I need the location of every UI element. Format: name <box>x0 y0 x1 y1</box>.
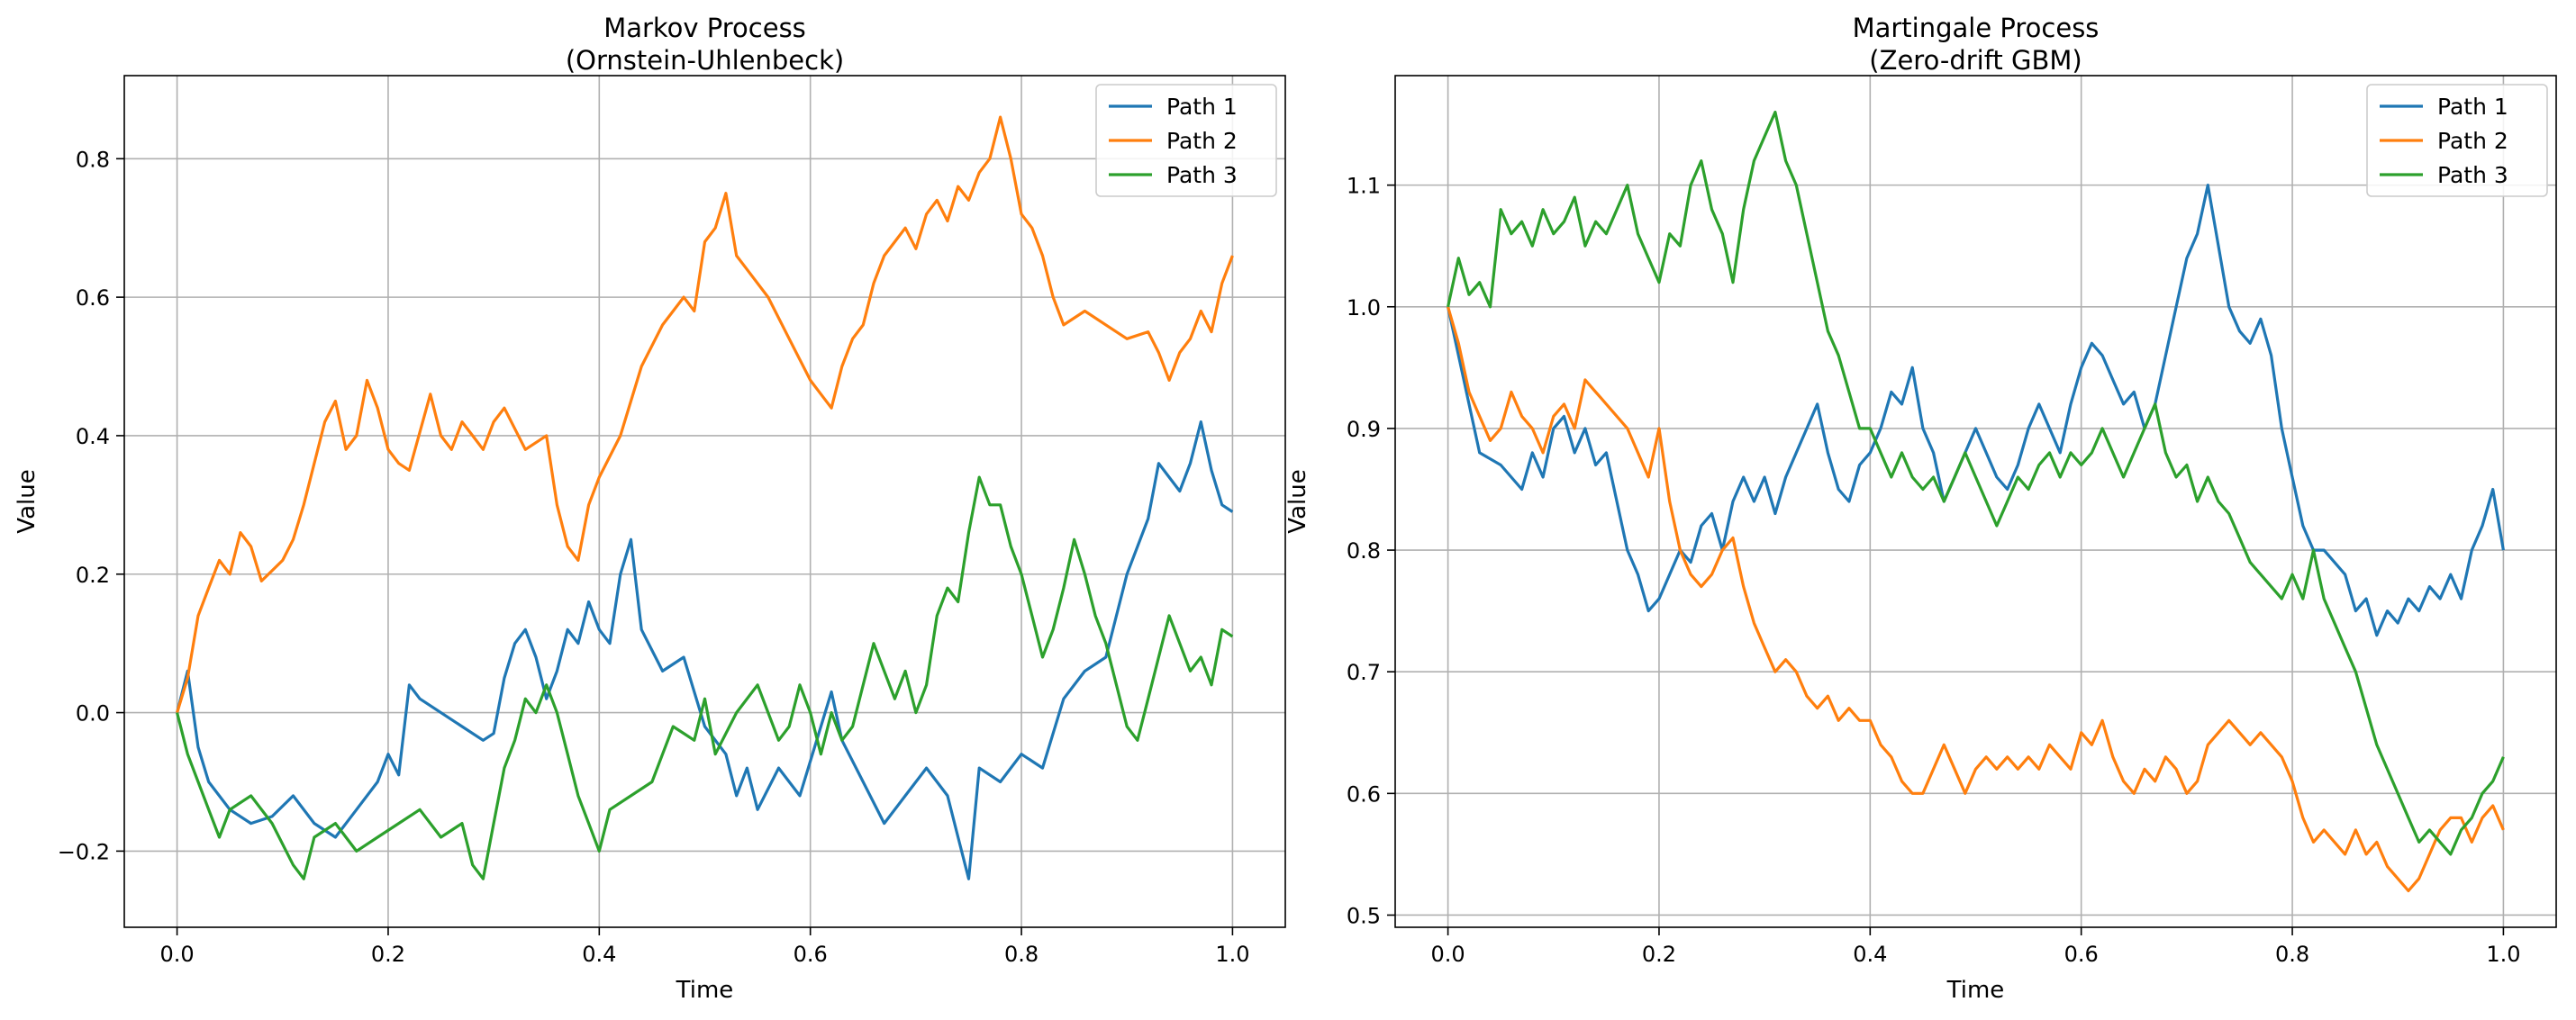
legend-label: Path 3 <box>1166 162 1238 188</box>
legend-label: Path 1 <box>1166 94 1238 120</box>
y-tick-label: 0.8 <box>76 147 110 172</box>
y-tick-label: 0.9 <box>1347 417 1381 442</box>
x-tick-label: 0.6 <box>2064 942 2099 967</box>
y-tick-label: 0.8 <box>1347 538 1381 564</box>
x-axis-label: Time <box>676 977 734 1004</box>
y-tick-label: 0.5 <box>1347 903 1381 928</box>
chart-panel-markov: Markov Process (Ornstein-Uhlenbeck) Time… <box>14 13 1286 1004</box>
legend-label: Path 1 <box>2437 94 2508 120</box>
x-tick-label: 0.4 <box>1853 942 1887 967</box>
legend-frame <box>1095 84 1277 197</box>
series-line-3 <box>1447 110 2505 856</box>
legend-frame <box>2366 84 2548 197</box>
y-axis-label: Value <box>14 469 41 533</box>
x-tick-label: 1.0 <box>1215 942 1249 967</box>
y-tick-label: −0.2 <box>58 839 110 864</box>
series-group <box>1447 110 2505 893</box>
x-tick-label: 0.8 <box>2275 942 2309 967</box>
series-line-1 <box>176 420 1234 880</box>
x-tick-label: 0.4 <box>582 942 616 967</box>
legend-label: Path 2 <box>1166 128 1238 154</box>
chart-panel-martingale: Martingale Process (Zero-drift GBM) Time… <box>1284 13 2557 1004</box>
chart-subtitle: (Zero-drift GBM) <box>1869 45 2082 76</box>
legend-label: Path 3 <box>2437 162 2508 188</box>
y-tick-label: 0.4 <box>76 424 110 449</box>
x-tick-label: 0.8 <box>1004 942 1039 967</box>
y-tick-label: 1.0 <box>1347 295 1381 320</box>
y-tick-label: 0.7 <box>1347 660 1381 685</box>
x-tick-label: 1.0 <box>2486 942 2520 967</box>
series-line-2 <box>1447 306 2505 893</box>
chart-title: Markov Process <box>603 13 806 43</box>
grid <box>1395 76 2556 927</box>
series-group <box>176 115 1234 880</box>
grid <box>124 76 1285 927</box>
y-axis-label: Value <box>1284 469 1311 533</box>
x-tick-label: 0.0 <box>160 942 195 967</box>
legend: Path 1 Path 2 Path 3 <box>2366 84 2548 197</box>
plot-frame <box>1394 75 2557 928</box>
series-line-1 <box>1447 184 2505 637</box>
y-tick-label: 0.2 <box>76 563 110 588</box>
y-tick-label: 0.6 <box>1347 781 1381 807</box>
series-line-3 <box>176 475 1234 880</box>
plot-frame <box>123 75 1286 928</box>
y-tick-label: 0.6 <box>76 285 110 311</box>
x-tick-label: 0.6 <box>794 942 828 967</box>
x-tick-label: 0.0 <box>1431 942 1465 967</box>
x-tick-label: 0.2 <box>371 942 405 967</box>
chart-subtitle: (Ornstein-Uhlenbeck) <box>566 45 844 76</box>
legend-label: Path 2 <box>2437 128 2508 154</box>
y-tick-label: 1.1 <box>1347 174 1381 199</box>
series-line-2 <box>176 115 1234 714</box>
chart-title: Martingale Process <box>1853 13 2100 43</box>
x-axis-label: Time <box>1946 977 2005 1004</box>
y-tick-label: 0.0 <box>76 701 110 727</box>
legend: Path 1 Path 2 Path 3 <box>1095 84 1277 197</box>
x-tick-label: 0.2 <box>1642 942 1676 967</box>
